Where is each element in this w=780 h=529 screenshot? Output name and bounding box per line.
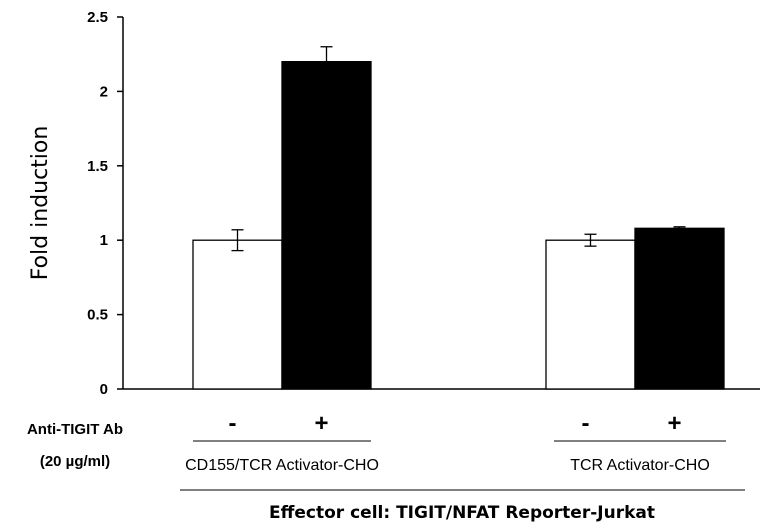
bar [634,227,725,390]
treatment-sign: + [667,410,681,437]
treatment-label-line2: (20 µg/ml) [40,453,110,470]
treatment-sign: + [314,410,328,437]
treatment-sign: - [582,410,590,437]
treatment-label-line1: Anti-TIGIT Ab [27,421,123,438]
group-label: TCR Activator-CHO [570,457,710,474]
treatment-sign: - [229,410,237,437]
y-tick-label: 1.5 [87,158,108,175]
bar [545,239,636,390]
y-tick-label: 1 [100,232,108,249]
y-tick-label: 0.5 [87,307,108,324]
bar [281,60,372,390]
bar [192,239,283,390]
footer-label: Effector cell: TIGIT/NFAT Reporter-Jurka… [269,503,655,523]
group-label: CD155/TCR Activator-CHO [185,457,379,474]
y-axis-label: Fold induction [28,126,53,281]
y-tick-label: 2 [100,83,108,100]
y-tick-label: 2.5 [87,9,108,26]
y-tick-label: 0 [100,381,108,398]
